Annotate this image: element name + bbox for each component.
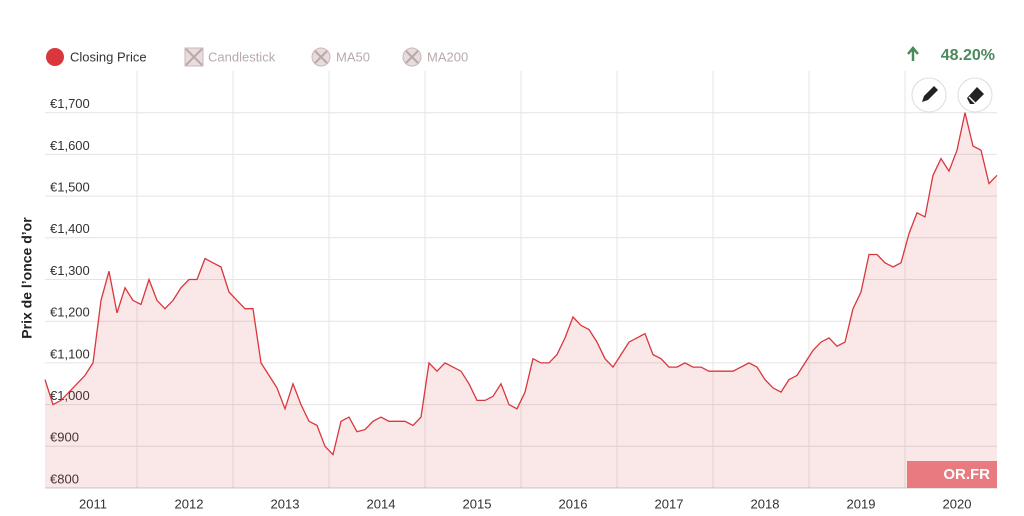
x-tick-label: 2015 (463, 496, 492, 511)
toggle-label[interactable]: MA200 (427, 49, 468, 64)
toggle-label[interactable]: MA50 (336, 49, 370, 64)
x-tick-label: 2014 (367, 496, 396, 511)
x-tick-label: 2013 (271, 496, 300, 511)
legend-marker[interactable] (46, 48, 64, 66)
x-tick-label: 2016 (559, 496, 588, 511)
y-tick-label: €1,300 (50, 263, 90, 278)
y-tick-label: €1,000 (50, 388, 90, 403)
y-tick-label: €1,700 (50, 96, 90, 111)
x-tick-label: 2019 (847, 496, 876, 511)
y-tick-label: €800 (50, 471, 79, 486)
legend-label[interactable]: Closing Price (70, 49, 147, 64)
x-tick-label: 2020 (943, 496, 972, 511)
x-tick-label: 2012 (175, 496, 204, 511)
x-tick-label: 2018 (751, 496, 780, 511)
y-tick-label: €1,400 (50, 221, 90, 236)
up-arrow (907, 46, 919, 61)
y-tick-label: €1,100 (50, 346, 90, 361)
y-tick-label: €1,500 (50, 180, 90, 195)
erase-button[interactable] (957, 77, 993, 113)
toggle-ma200[interactable]: MA200 (402, 47, 468, 67)
x-tick-label: 2017 (655, 496, 684, 511)
toggle-label[interactable]: Candlestick (208, 49, 276, 64)
draw-button[interactable] (911, 77, 947, 113)
x-tick-label: 2011 (79, 496, 107, 511)
change-value: 48.20% (941, 47, 995, 64)
price-line (44, 112, 998, 456)
y-tick-label: €1,200 (50, 305, 90, 320)
y-axis-title: Prix de l’once d’or (19, 217, 35, 339)
toggle-candlestick[interactable]: Candlestick (184, 47, 276, 67)
logo-text: OR.FR (943, 466, 990, 483)
area-fill (45, 112, 997, 488)
toggle-ma50[interactable]: MA50 (311, 47, 370, 67)
y-tick-label: €1,600 (50, 138, 90, 153)
logo: OR.FR (907, 461, 997, 488)
y-tick-label: €900 (50, 430, 79, 445)
